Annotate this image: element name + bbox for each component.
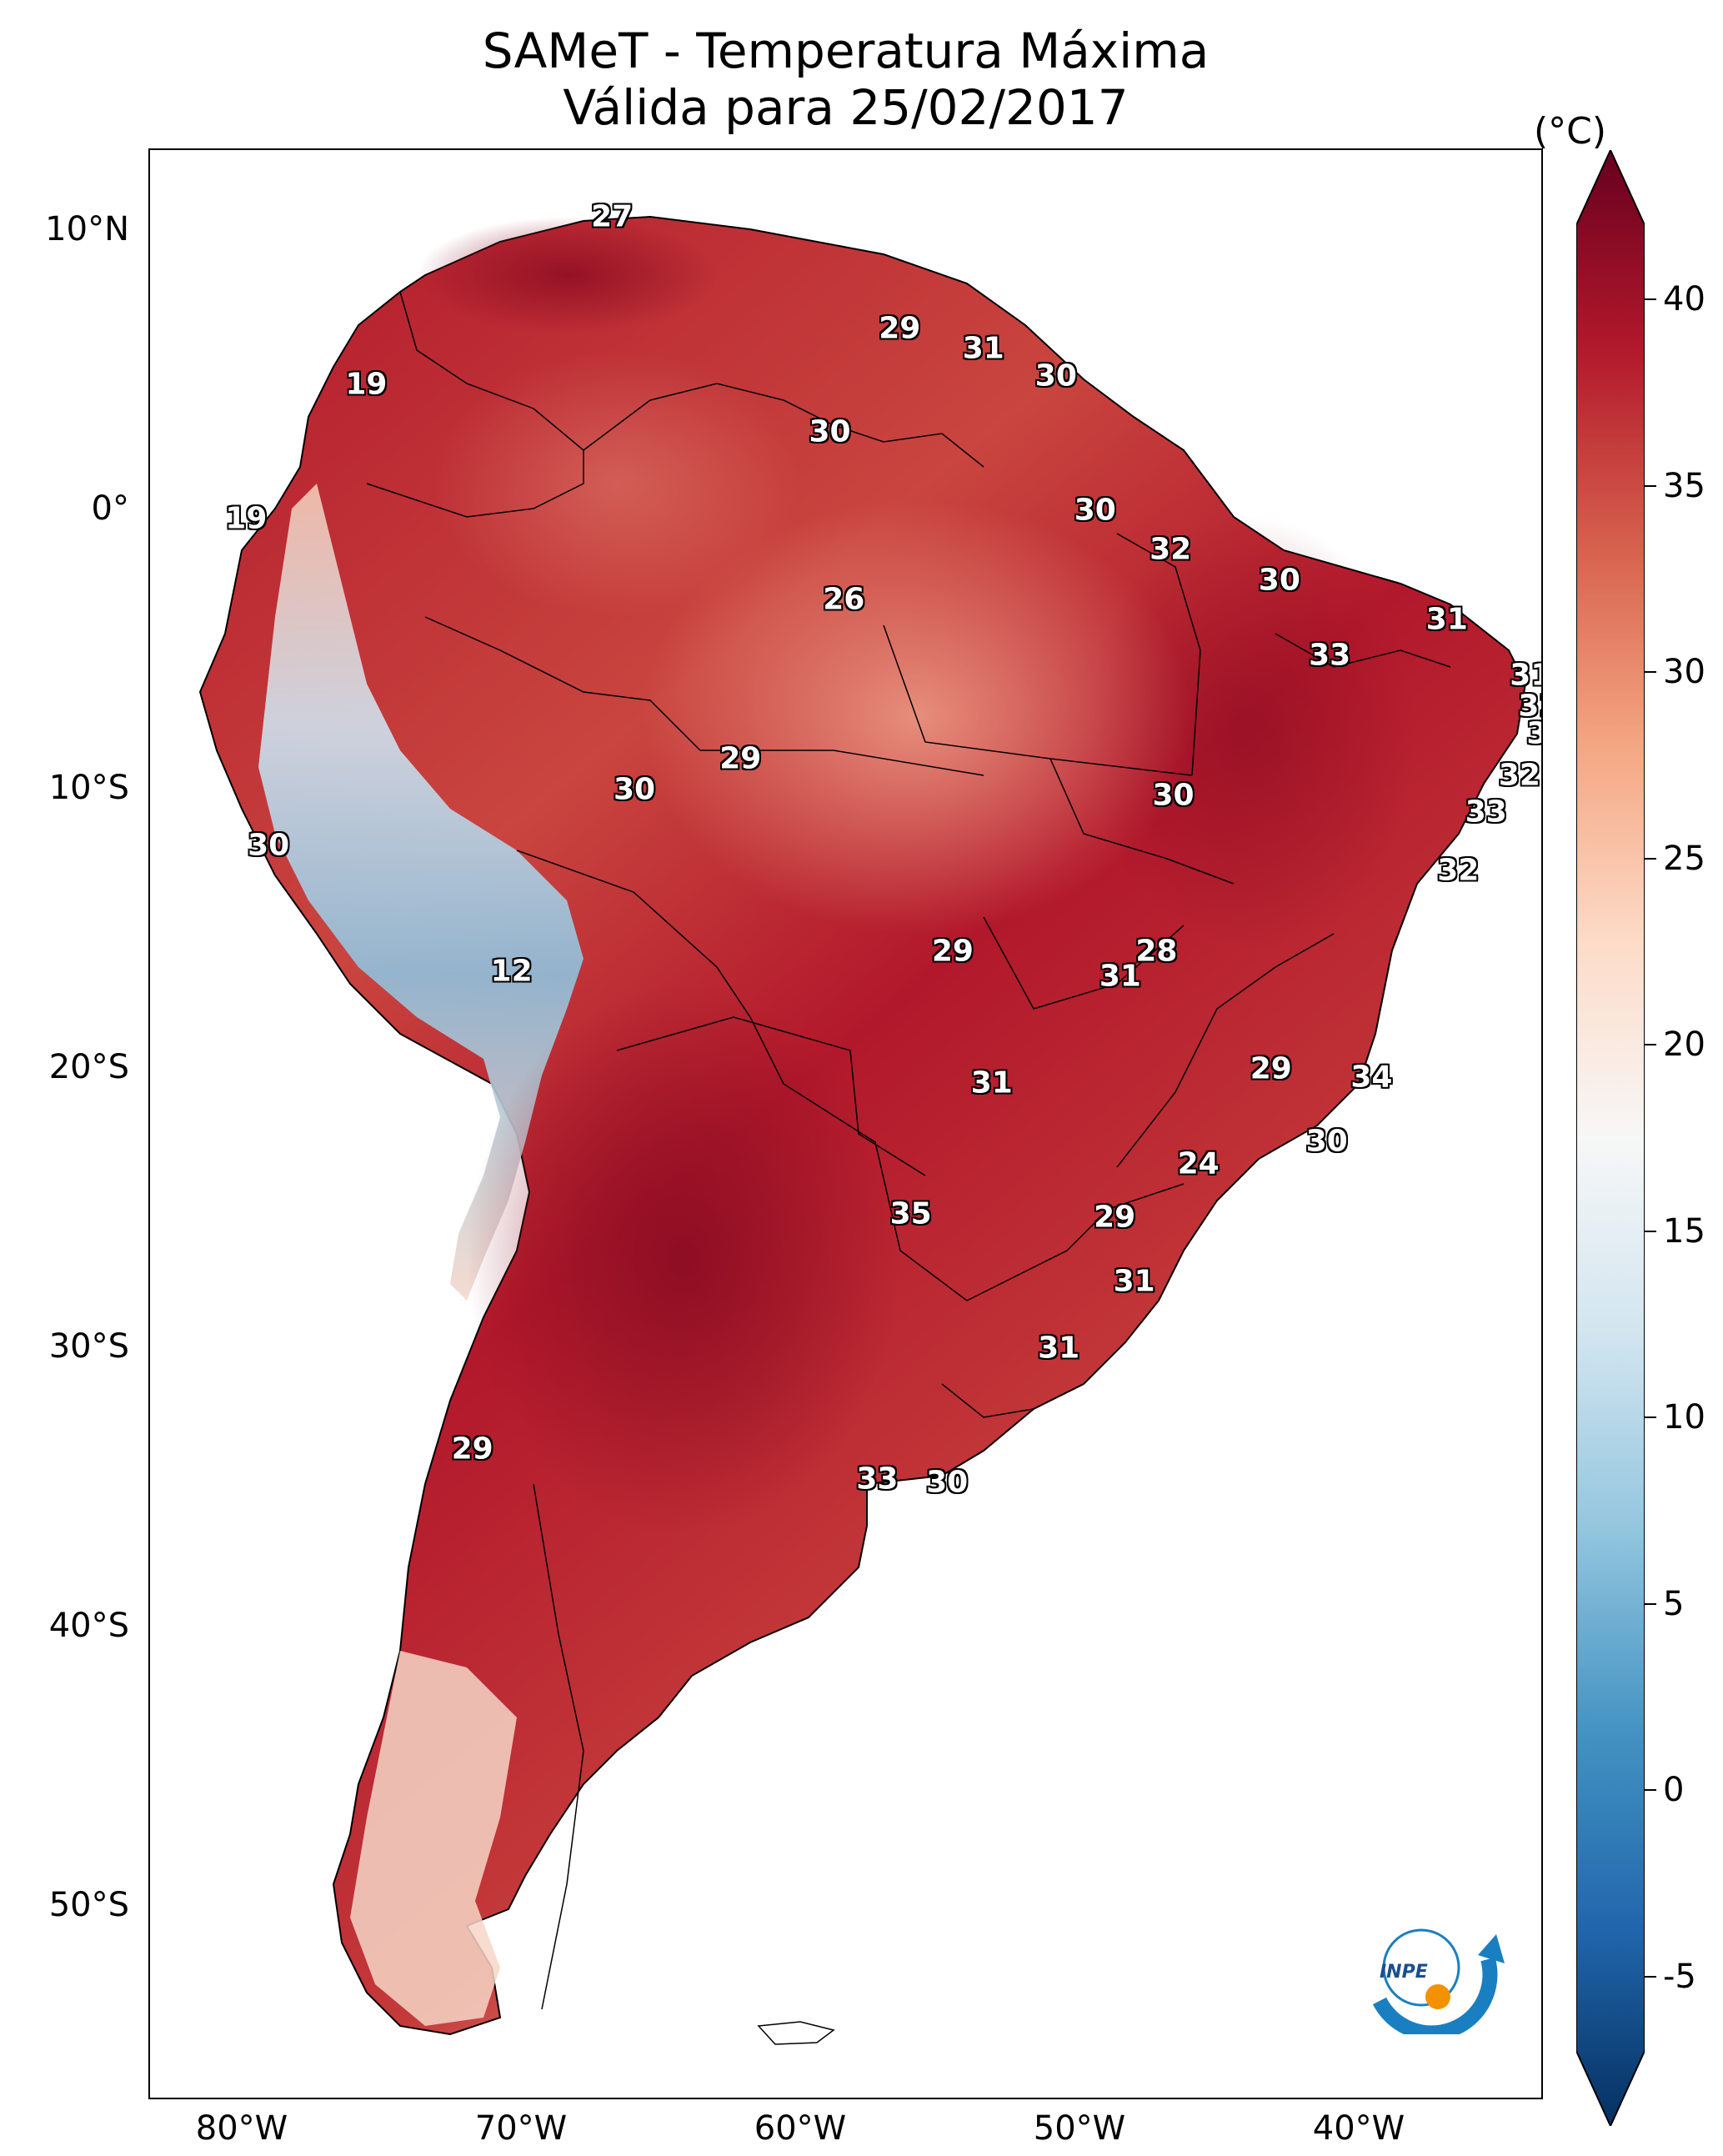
temperature-value-label: 19 <box>225 501 268 536</box>
lat-tick-label: 10°N <box>45 210 129 248</box>
temperature-value-label: 28 <box>1135 934 1178 969</box>
lat-tick-label: 40°S <box>48 1607 129 1645</box>
temperature-value-label: 34 <box>1350 1060 1393 1095</box>
temperature-value-label: 33 <box>856 1462 899 1497</box>
lon-tick-label: 60°W <box>754 2109 847 2148</box>
chaco-hot-region <box>467 984 900 1534</box>
colorbar-tick-mark <box>1645 1044 1656 1046</box>
temperature-value-label: 31 <box>1113 1264 1155 1299</box>
temperature-value-label: 29 <box>1250 1051 1292 1086</box>
temperature-value-label: 29 <box>1094 1200 1136 1235</box>
temperature-value-label: 29 <box>931 934 974 969</box>
temperature-value-label: 35 <box>889 1196 932 1231</box>
country-borders <box>366 291 1451 2010</box>
temperature-value-label: 31 <box>1510 658 1541 693</box>
colorbar-tick-label: 20 <box>1663 1025 1705 1065</box>
colorbar-tick-mark <box>1645 484 1656 487</box>
lon-tick-label: 50°W <box>1033 2109 1126 2148</box>
temperature-value-label: 29 <box>879 311 921 346</box>
amazon-warm-region <box>433 350 800 617</box>
colorbar-unit: (°C) <box>1534 110 1607 153</box>
colorbar-tick-mark <box>1645 1602 1656 1605</box>
colorbar-tick-label: 35 <box>1663 466 1705 505</box>
temperature-map-svg <box>198 215 1527 2045</box>
lon-tick-label: 40°W <box>1312 2109 1405 2148</box>
temperature-value-label: 30 <box>1258 563 1300 598</box>
colorbar-tick-label: 0 <box>1663 1771 1685 1810</box>
lon-tick-label: 70°W <box>474 2109 568 2148</box>
temperature-value-label: 12 <box>490 954 533 989</box>
temperature-value-label: 29 <box>451 1431 493 1467</box>
colorbar <box>1576 150 1645 2126</box>
temperature-value-label: 32 <box>1150 532 1192 567</box>
lat-tick-label: 10°S <box>48 769 129 807</box>
temperature-value-label: 33 <box>1309 638 1351 673</box>
temperature-value-label: 31 <box>1038 1331 1080 1366</box>
patagonia-pale-region <box>350 1651 517 2026</box>
temperature-value-label: 30 <box>248 828 290 863</box>
colorbar-tick-mark <box>1645 671 1656 674</box>
lat-tick-label: 0° <box>91 489 129 528</box>
colorbar-tick-mark <box>1645 1230 1656 1232</box>
lat-tick-label: 20°S <box>48 1048 129 1086</box>
lat-tick-label: 30°S <box>48 1327 129 1366</box>
temperature-value-label: 31 <box>1425 602 1468 637</box>
temperature-value-label: 31 <box>970 1065 1013 1101</box>
colorbar-tick-mark <box>1645 298 1656 301</box>
northeast-hot-region <box>1084 517 1417 950</box>
inpe-logo: INPE <box>1372 1928 1505 2034</box>
map-subtitle: Válida para 25/02/2017 <box>563 79 1129 136</box>
temperature-value-label: 19 <box>345 367 388 402</box>
map-area[interactable]: 2719293130301930323026313331323329303032… <box>148 148 1543 2099</box>
lat-tick-label: 50°S <box>48 1886 129 1924</box>
temperature-value-label: 32 <box>1437 853 1480 888</box>
colorbar-tick-label: 10 <box>1663 1398 1705 1437</box>
temperature-value-label: 30 <box>613 772 656 807</box>
colorbar-tick-mark <box>1645 1975 1656 1978</box>
temperature-value-label: 24 <box>1177 1146 1220 1181</box>
lon-tick-label: 80°W <box>195 2109 288 2148</box>
temperature-value-label: 31 <box>1099 959 1141 994</box>
colorbar-tick-label: 25 <box>1663 839 1705 878</box>
temperature-value-label: 33 <box>1465 795 1507 830</box>
colorbar-tick-label: 30 <box>1663 653 1705 692</box>
temperature-value-label: 26 <box>823 582 865 617</box>
temperature-value-label: 33 <box>1526 717 1541 751</box>
temperature-value-label: 30 <box>809 414 851 449</box>
temperature-value-label: 32 <box>1498 758 1540 793</box>
andes-cold-region <box>258 484 584 1301</box>
temperature-value-label: 30 <box>1074 493 1116 528</box>
temperature-value-label: 27 <box>591 199 634 234</box>
colorbar-tick-label: 40 <box>1663 280 1705 319</box>
temperature-value-label: 31 <box>962 331 1004 366</box>
temperature-value-label: 30 <box>1034 358 1077 394</box>
colorbar-tick-mark <box>1645 857 1656 860</box>
temperature-value-label: 30 <box>1152 778 1195 813</box>
colorbar-tick-mark <box>1645 1416 1656 1419</box>
temperature-value-label: 32 <box>1518 689 1541 723</box>
logo-text: INPE <box>1380 1962 1428 1983</box>
venezuela-hot-region <box>417 217 717 333</box>
temperature-value-label: 30 <box>1305 1124 1348 1159</box>
colorbar-tick-mark <box>1645 1789 1656 1792</box>
colorbar-tick-label: 5 <box>1663 1584 1685 1623</box>
colorbar-tick-label: 15 <box>1663 1211 1705 1251</box>
temperature-value-label: 30 <box>926 1465 969 1500</box>
temperature-value-label: 29 <box>719 741 762 776</box>
map-title: SAMeT - Temperatura Máxima <box>482 23 1210 79</box>
falkland-islands <box>757 2021 835 2045</box>
colorbar-tick-label: -5 <box>1663 1957 1696 1996</box>
